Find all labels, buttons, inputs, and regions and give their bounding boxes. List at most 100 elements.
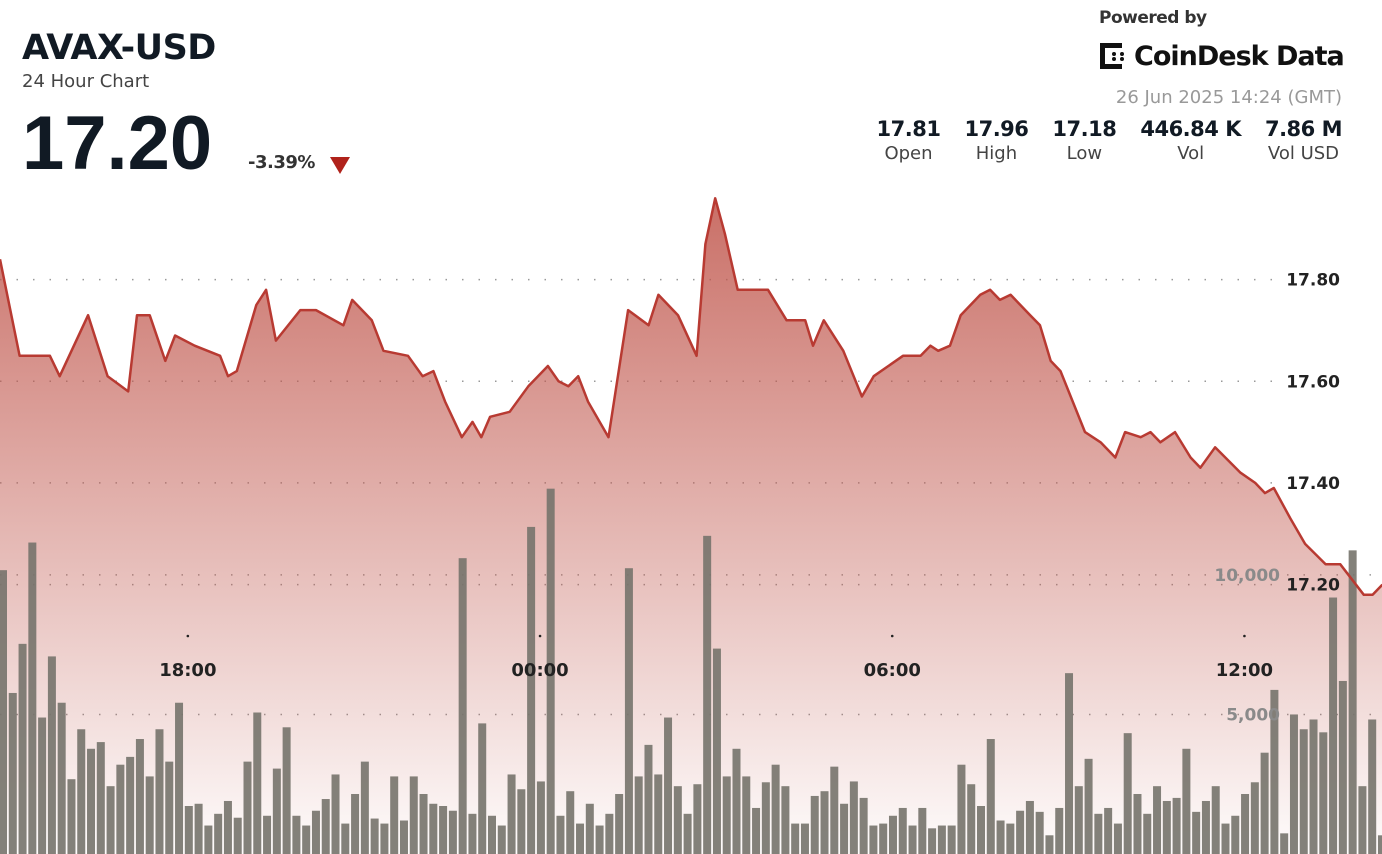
- volume-bar: [634, 776, 643, 854]
- volume-bar: [223, 800, 232, 854]
- volume-bar: [908, 825, 917, 854]
- volume-bar: [38, 717, 47, 854]
- volume-bar: [214, 813, 223, 854]
- volume-bar: [497, 825, 506, 854]
- stat-value: 17.96: [964, 117, 1029, 141]
- volume-bar: [155, 729, 164, 854]
- volume-bar: [351, 793, 360, 854]
- volume-bar: [1348, 550, 1357, 854]
- volume-bar: [742, 776, 751, 854]
- volume-bar: [1289, 714, 1298, 854]
- volume-bar: [996, 820, 1005, 854]
- volume-bar: [752, 807, 761, 854]
- volume-bar: [1074, 786, 1083, 854]
- volume-bar: [87, 748, 96, 854]
- volume-bar: [986, 739, 995, 854]
- time-tick-label: 06:00: [864, 660, 921, 681]
- price-tick-label: 17.20: [1286, 576, 1340, 596]
- volume-bar: [1250, 782, 1259, 854]
- volume-bar: [1162, 800, 1171, 854]
- volume-bar: [360, 761, 369, 854]
- volume-bar: [1035, 811, 1044, 854]
- volume-bar: [321, 799, 330, 854]
- volume-bar: [947, 825, 956, 854]
- volume-bar: [1338, 680, 1347, 854]
- volume-bar: [106, 786, 115, 854]
- volume-bar: [370, 818, 379, 854]
- volume-bar: [1045, 835, 1054, 854]
- volume-bar: [1113, 823, 1122, 854]
- stat-label: Open: [884, 143, 933, 164]
- volume-bar: [302, 825, 311, 854]
- volume-bar: [644, 744, 653, 854]
- stat-label: Vol USD: [1267, 143, 1340, 164]
- price-tick-label: 17.40: [1286, 474, 1340, 494]
- timestamp: 26 Jun 2025 14:24 (GMT): [1115, 87, 1342, 108]
- volume-bar: [145, 776, 154, 854]
- volume-bar: [1309, 719, 1318, 854]
- volume-bar: [1104, 807, 1113, 854]
- volume-bar: [693, 784, 702, 854]
- volume-bar: [928, 828, 937, 854]
- volume-bar: [1153, 786, 1162, 854]
- volume-bar: [624, 568, 633, 854]
- stat-label: Low: [1066, 143, 1103, 164]
- time-tick-label: 00:00: [511, 660, 568, 681]
- volume-bar: [1280, 833, 1289, 854]
- stat-high: 17.96 High: [964, 117, 1028, 164]
- stat-open: 17.81 Open: [877, 117, 941, 164]
- volume-bar: [478, 723, 487, 854]
- volume-bar: [556, 815, 565, 854]
- coindesk-mark-icon: [1100, 43, 1124, 69]
- stat-label: Vol: [1177, 143, 1205, 164]
- volume-bar: [1299, 729, 1308, 854]
- volume-bar: [1368, 719, 1377, 854]
- volume-bar: [732, 748, 741, 854]
- coindesk-logo: CoinDesk Data: [1098, 40, 1345, 72]
- volume-bar: [595, 825, 604, 854]
- volume-bar: [683, 813, 692, 854]
- volume-bar: [96, 742, 105, 854]
- volume-bar: [703, 535, 712, 854]
- volume-bar: [77, 729, 86, 854]
- stats-row: 17.81 Open 17.96 High 17.18 Low 446.84 K Vol…: [853, 117, 1343, 164]
- stat-value: 446.84 K: [1140, 117, 1241, 141]
- volume-bar: [1329, 597, 1338, 854]
- stat-value: 7.86 M: [1264, 117, 1343, 141]
- volume-bar: [761, 782, 770, 854]
- volume-bar: [791, 823, 800, 854]
- volume-bar: [800, 823, 809, 854]
- volume-bar: [605, 813, 614, 854]
- powered-by-label: Powered by: [1099, 8, 1207, 28]
- stat-vol: 446.84 K Vol: [1140, 117, 1241, 164]
- volume-bar: [1319, 732, 1328, 854]
- volume-bar: [233, 817, 242, 854]
- volume-bar: [1065, 673, 1074, 854]
- volume-bar: [165, 761, 174, 854]
- volume-bar: [664, 717, 673, 854]
- volume-bar: [722, 776, 731, 854]
- stat-low: 17.18 Low: [1052, 117, 1116, 164]
- volume-bar: [184, 805, 193, 854]
- time-tick-label: 18:00: [159, 660, 216, 681]
- volume-bar: [585, 803, 594, 854]
- volume-bar: [272, 768, 281, 854]
- volume-bar: [869, 825, 878, 854]
- volume-bar: [967, 784, 976, 854]
- volume-bar: [135, 739, 144, 854]
- volume-bar: [1016, 810, 1025, 854]
- time-tick-label: 12:00: [1216, 660, 1273, 681]
- stat-value: 17.18: [1052, 117, 1117, 141]
- volume-bar: [439, 805, 448, 854]
- brand-name: CoinDesk Data: [1134, 40, 1345, 72]
- volume-bar: [341, 823, 350, 854]
- volume-bar: [390, 776, 399, 854]
- price-change: -3.39%: [248, 152, 315, 173]
- volume-bar: [879, 823, 888, 854]
- volume-tick-label: 5,000: [1226, 705, 1280, 725]
- down-arrow-icon: [330, 157, 350, 174]
- volume-bar: [1241, 793, 1250, 854]
- volume-bar: [468, 813, 477, 854]
- volume-bar: [957, 764, 966, 854]
